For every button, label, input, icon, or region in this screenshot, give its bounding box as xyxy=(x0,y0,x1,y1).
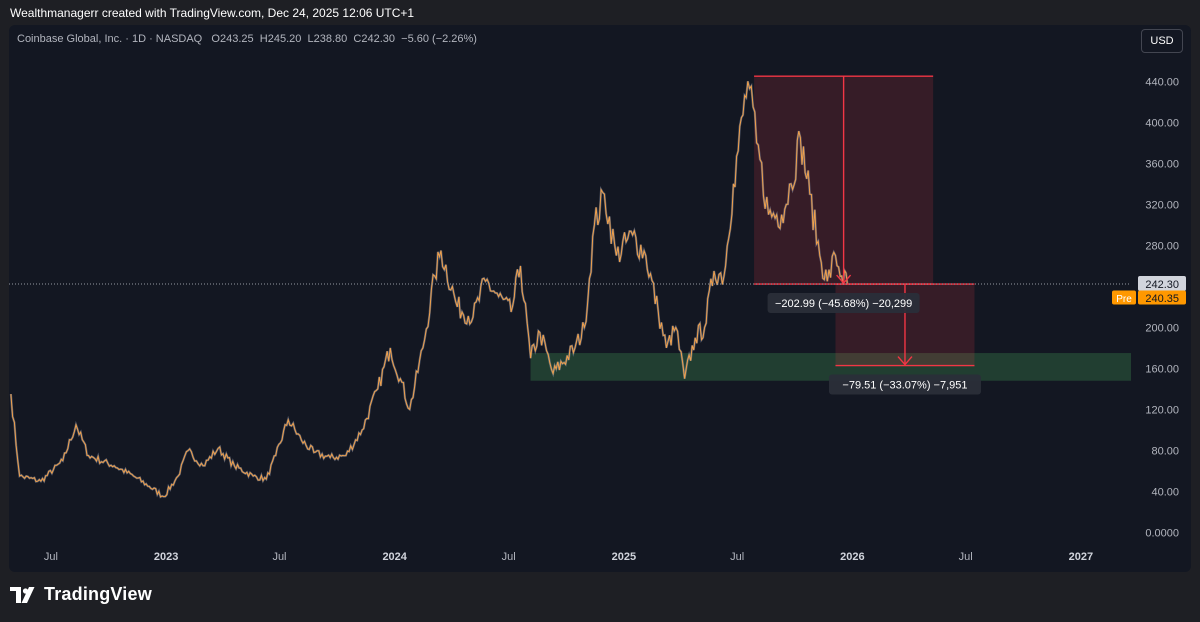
measure-arrow-head-2 xyxy=(897,356,913,366)
pre-market-badge xyxy=(1138,290,1186,305)
y-tick-label: 80.00 xyxy=(1151,445,1179,457)
currency-button[interactable]: USD xyxy=(1141,29,1183,53)
high-label: H xyxy=(259,33,268,45)
measure-label-1: −202.99 (−45.68%) −20,299 xyxy=(775,298,912,310)
y-tick-label: 360.00 xyxy=(1145,158,1179,170)
x-tick-label: Jul xyxy=(272,551,286,563)
price-series-line xyxy=(10,81,848,498)
y-tick-label: 0.0000 xyxy=(1145,528,1179,540)
chart-caption: Wealthmanagerr created with TradingView.… xyxy=(10,6,415,20)
y-tick-label: 320.00 xyxy=(1145,199,1179,211)
axis-layer: 440.00400.00360.00320.00280.00240.00200.… xyxy=(44,76,1179,563)
low-value: 238.80 xyxy=(313,33,348,45)
x-tick-label: Jul xyxy=(44,551,58,563)
pre-market-tag-label: Pre xyxy=(1116,294,1132,305)
open-value: 243.25 xyxy=(219,33,254,45)
x-tick-label: 2023 xyxy=(154,551,178,563)
close-value: 242.30 xyxy=(361,33,396,45)
y-tick-label: 200.00 xyxy=(1145,322,1179,334)
measure-label-box-1 xyxy=(767,293,920,314)
open-label: O xyxy=(211,33,220,45)
price-series-layer xyxy=(9,81,849,499)
pre-market-tag xyxy=(1112,290,1136,305)
lines-layer xyxy=(9,75,1131,367)
labels-layer: −202.99 (−45.68%) −20,299 −79.51 (−33.07%… xyxy=(767,276,1186,395)
symbol-legend: Coinbase Global, Inc. · 1D · NASDAQ O243… xyxy=(17,33,477,45)
chart-panel[interactable]: 440.00400.00360.00320.00280.00240.00200.… xyxy=(9,25,1191,572)
high-value: 245.20 xyxy=(267,33,302,45)
price-chart[interactable]: 440.00400.00360.00320.00280.00240.00200.… xyxy=(9,25,1191,572)
close-label: C xyxy=(353,33,362,45)
pre-market-label: 240.35 xyxy=(1145,293,1179,305)
x-tick-label: 2026 xyxy=(840,551,864,563)
last-price-badge xyxy=(1138,276,1186,292)
last-price-label: 242.30 xyxy=(1145,279,1179,291)
x-tick-label: Jul xyxy=(959,551,973,563)
low-label: L xyxy=(307,33,314,45)
tradingview-logo-text: TradingView xyxy=(44,584,152,604)
x-tick-label: Jul xyxy=(730,551,744,563)
y-tick-label: 440.00 xyxy=(1145,76,1179,88)
change-value: −5.60 (−2.26%) xyxy=(401,33,477,45)
measure-label-2: −79.51 (−33.07%) −7,951 xyxy=(842,380,967,392)
x-tick-label: Jul xyxy=(502,551,516,563)
tradingview-logo[interactable]: TradingView xyxy=(10,584,152,605)
tradingview-logo-icon xyxy=(10,586,35,603)
zones-layer xyxy=(530,76,1131,381)
x-tick-label: 2024 xyxy=(382,551,407,563)
y-tick-label: 400.00 xyxy=(1145,117,1179,129)
x-tick-label: 2025 xyxy=(612,551,636,563)
y-tick-label: 40.00 xyxy=(1151,486,1179,498)
y-tick-label: 120.00 xyxy=(1145,404,1179,416)
price-series-shadow xyxy=(9,81,849,499)
measure-label-box-2 xyxy=(828,374,981,395)
measure-arrow-head-1 xyxy=(836,274,852,285)
x-tick-label: 2027 xyxy=(1069,551,1093,563)
y-tick-label: 280.00 xyxy=(1145,240,1179,252)
y-tick-label: 160.00 xyxy=(1145,363,1179,375)
symbol-name: Coinbase Global, Inc. · 1D · NASDAQ xyxy=(17,33,203,45)
